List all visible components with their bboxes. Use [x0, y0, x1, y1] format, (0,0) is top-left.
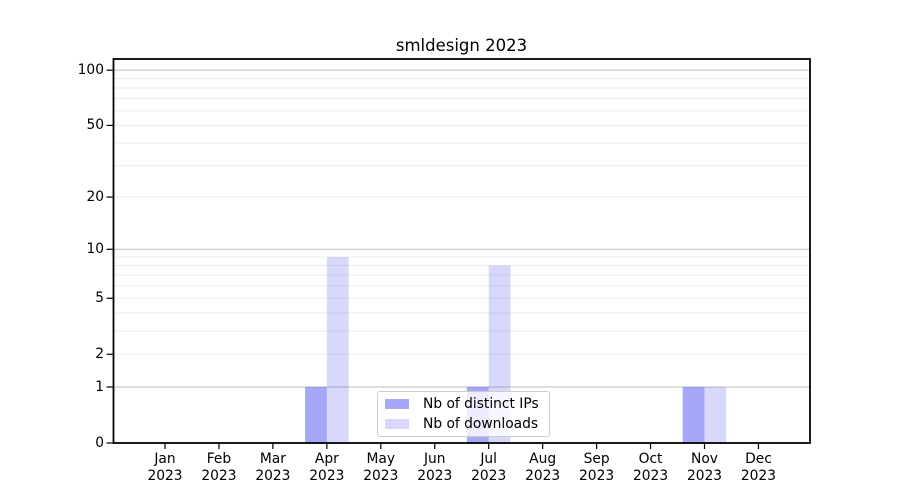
- legend-swatch-nb-of-downloads: [385, 419, 409, 429]
- legend-label: Nb of distinct IPs: [423, 396, 539, 412]
- plot-frame: [112, 58, 811, 444]
- bar-nb-of-downloads-nov-2023: [704, 387, 727, 443]
- chart-title: smldesign 2023: [395, 36, 528, 55]
- legend-item-nb-of-downloads: Nb of downloads: [385, 414, 539, 434]
- x-tick-label-jul-2023: Jul 2023: [471, 451, 507, 484]
- x-tick-label-apr-2023: Apr 2023: [309, 451, 345, 484]
- x-tick-label-mar-2023: Mar 2023: [255, 451, 291, 484]
- y-tick-label-100: 100: [77, 62, 104, 79]
- bar-nb-of-distinct-ips-apr-2023: [305, 387, 327, 443]
- y-tick-label-10: 10: [86, 241, 104, 258]
- x-tick-label-feb-2023: Feb 2023: [201, 451, 237, 484]
- legend-item-nb-of-distinct-ips: Nb of distinct IPs: [385, 394, 539, 414]
- legend-swatch-nb-of-distinct-ips: [385, 399, 409, 409]
- y-tick-label-5: 5: [95, 290, 104, 307]
- x-tick-label-oct-2023: Oct 2023: [632, 451, 669, 484]
- x-tick-label-jan-2023: Jan 2023: [147, 451, 183, 484]
- x-tick-label-sep-2023: Sep 2023: [579, 451, 615, 484]
- x-tick-label-jun-2023: Jun 2023: [417, 451, 453, 484]
- x-tick-label-dec-2023: Dec 2023: [740, 451, 776, 484]
- y-tick-label-50: 50: [86, 117, 104, 134]
- x-tick-label-aug-2023: Aug 2023: [525, 451, 561, 484]
- y-tick-label-1: 1: [95, 379, 104, 395]
- y-tick-label-20: 20: [86, 189, 104, 206]
- x-tick-label-nov-2023: Nov 2023: [686, 451, 723, 484]
- legend-label: Nb of downloads: [423, 416, 539, 432]
- bar-nb-of-distinct-ips-nov-2023: [682, 387, 705, 443]
- x-tick-label-may-2023: May 2023: [363, 451, 399, 484]
- legend-box: Nb of distinct IPs Nb of downloads: [377, 391, 550, 437]
- bar-nb-of-downloads-apr-2023: [326, 256, 349, 443]
- y-tick-label-0: 0: [95, 435, 104, 451]
- y-tick-label-2: 2: [95, 346, 104, 363]
